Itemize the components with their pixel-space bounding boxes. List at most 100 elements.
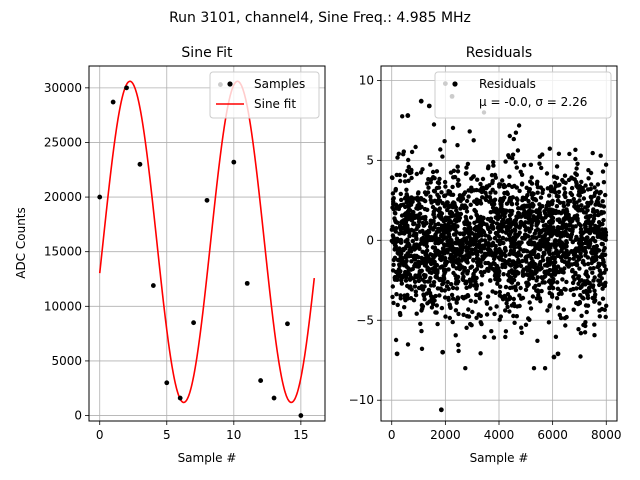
residual-point xyxy=(484,186,489,191)
residual-point xyxy=(547,290,552,296)
residual-point xyxy=(516,123,522,128)
residual-point xyxy=(541,250,546,255)
residual-point xyxy=(580,189,585,194)
residual-point xyxy=(561,307,566,312)
residual-point xyxy=(412,231,418,236)
residual-point xyxy=(600,254,605,259)
residual-point xyxy=(408,217,414,222)
residual-point xyxy=(559,254,565,259)
residual-point xyxy=(579,203,584,208)
residual-point xyxy=(420,304,426,309)
residual-point xyxy=(491,335,497,340)
residual-point xyxy=(550,227,555,232)
residual-point xyxy=(442,256,447,261)
residual-point xyxy=(600,199,605,204)
residual-point xyxy=(533,267,539,273)
residual-point xyxy=(591,266,596,271)
legend-samples-marker xyxy=(227,81,233,87)
residual-point xyxy=(490,205,496,210)
sample-point xyxy=(244,280,250,286)
residual-point xyxy=(504,260,509,265)
residual-point xyxy=(537,240,543,246)
sample-point xyxy=(110,99,116,105)
residual-point xyxy=(562,173,568,178)
residual-point xyxy=(432,237,438,242)
residual-point xyxy=(522,236,527,241)
residual-point xyxy=(532,197,538,202)
residual-point xyxy=(471,257,476,262)
residual-point xyxy=(395,302,400,308)
residual-point xyxy=(574,300,579,306)
residual-point xyxy=(561,203,566,209)
residual-point xyxy=(585,229,591,234)
residual-point xyxy=(593,292,598,297)
residual-point xyxy=(517,260,522,265)
residual-point xyxy=(565,202,571,207)
residual-point xyxy=(503,230,509,235)
residual-point xyxy=(552,180,558,186)
residual-point xyxy=(520,269,525,274)
residual-point xyxy=(602,263,607,269)
sine-fit-xtick-label: 15 xyxy=(293,428,308,442)
residual-point xyxy=(436,236,442,242)
residual-point xyxy=(448,225,453,230)
residual-point xyxy=(582,222,588,227)
residual-point xyxy=(558,200,563,205)
residual-point xyxy=(462,268,467,273)
residual-point xyxy=(591,244,597,250)
residual-point xyxy=(447,220,452,225)
residual-point xyxy=(390,233,396,238)
residual-point xyxy=(456,261,461,266)
residual-point xyxy=(592,333,597,338)
residual-point xyxy=(557,182,562,187)
residual-point xyxy=(553,238,558,243)
residual-point xyxy=(600,169,606,174)
residual-outlier-point xyxy=(394,351,400,357)
residual-point xyxy=(600,221,605,227)
residual-point xyxy=(556,151,562,156)
residual-point xyxy=(475,252,480,258)
residual-point xyxy=(465,269,471,274)
residual-point xyxy=(589,182,594,187)
residual-point xyxy=(513,242,518,247)
residual-point xyxy=(578,242,583,247)
residual-point xyxy=(465,161,471,167)
residual-point xyxy=(530,191,535,196)
residual-point xyxy=(518,247,523,252)
residual-point xyxy=(474,286,479,291)
residual-point xyxy=(553,267,559,272)
residual-point xyxy=(414,311,419,316)
residual-point xyxy=(593,223,598,229)
residual-point xyxy=(531,242,537,247)
residual-outlier-point xyxy=(551,354,557,360)
residual-point xyxy=(488,218,493,224)
sine-fit-title: Sine Fit xyxy=(181,45,233,61)
residual-point xyxy=(541,227,546,233)
sample-point xyxy=(137,161,143,167)
residual-point xyxy=(497,289,502,295)
sine-fit-ytick-label: 10000 xyxy=(44,299,82,313)
residual-point xyxy=(507,217,513,222)
residual-point xyxy=(475,263,481,268)
residual-point xyxy=(531,235,536,240)
residual-point xyxy=(473,227,479,233)
residual-point xyxy=(577,278,583,284)
residual-point xyxy=(405,217,410,222)
residual-point xyxy=(519,181,525,186)
residual-point xyxy=(583,288,589,294)
residual-point xyxy=(495,211,501,217)
residual-point xyxy=(528,162,534,167)
residual-point xyxy=(592,190,598,196)
residual-point xyxy=(524,265,529,270)
residual-point xyxy=(540,187,546,193)
residual-point xyxy=(411,255,417,261)
residual-point xyxy=(413,144,418,150)
residual-point xyxy=(442,179,448,185)
residual-point xyxy=(491,163,496,168)
residual-point xyxy=(529,181,535,186)
residual-point xyxy=(483,253,489,258)
residual-point xyxy=(483,260,488,266)
residual-point xyxy=(462,221,467,227)
residual-point xyxy=(549,214,554,220)
residual-point xyxy=(579,313,584,318)
